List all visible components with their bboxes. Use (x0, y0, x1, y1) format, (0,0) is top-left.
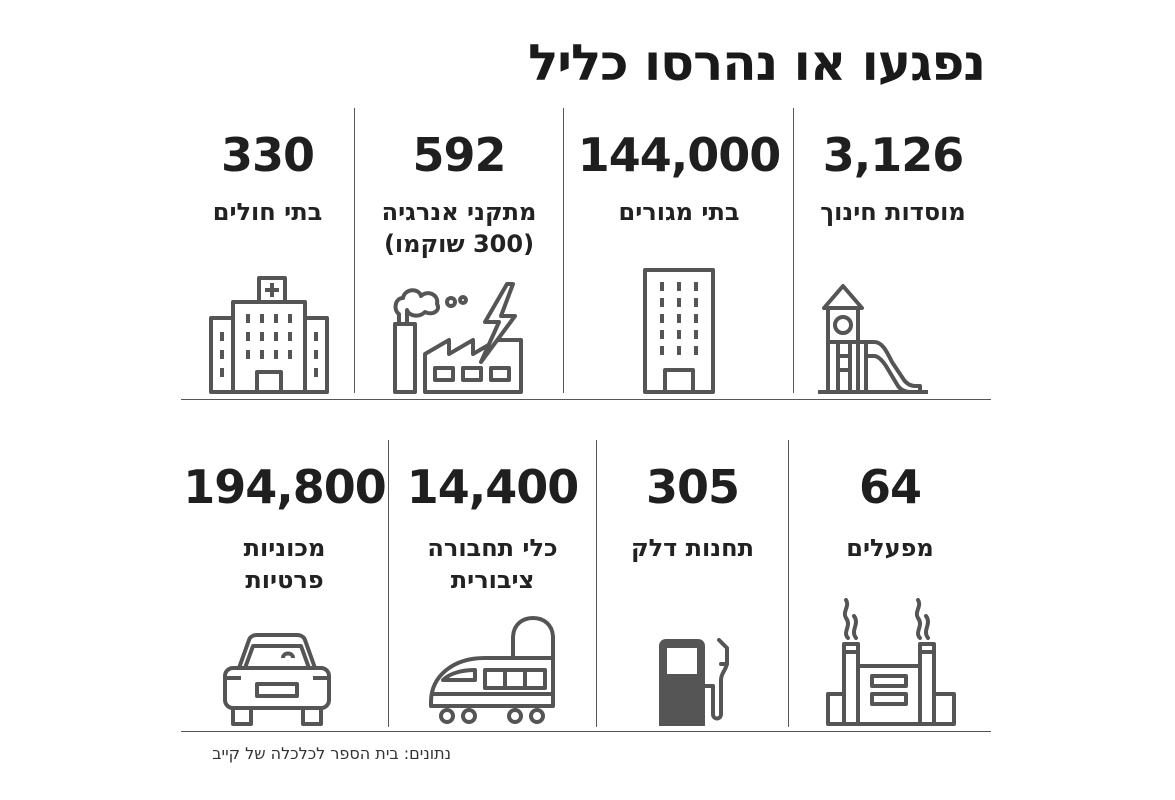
stat-label: תחנות דלק (630, 534, 755, 562)
stat-label-line2: פרטיות (245, 566, 324, 594)
stat-value: 330 (220, 128, 315, 182)
stat-label: מפעלים (846, 534, 934, 562)
stat-value: 3,126 (822, 128, 965, 182)
row-divider (181, 731, 991, 732)
divider (596, 440, 597, 727)
stat-value: 592 (412, 128, 506, 182)
stat-label-note: (300 שוקמו) (383, 230, 535, 258)
stat-label-line2: ציבורית (450, 566, 535, 594)
stat-value: 14,400 (406, 460, 580, 514)
stat-fuel-stations: 305 תחנות דלק (597, 440, 788, 730)
stat-label: בתי חולים (212, 198, 323, 226)
stat-education: 3,126 מוסדות חינוך (795, 108, 991, 398)
train-icon (429, 616, 555, 724)
stat-label: כלי תחבורה (427, 534, 558, 562)
hospital-icon (209, 276, 329, 394)
power-plant-icon (393, 282, 523, 394)
stat-value: 64 (858, 460, 922, 514)
fuel-pump-icon (659, 638, 729, 726)
page-title: נפגעו או נהרסו כליל (528, 34, 986, 92)
apartment-building-icon (643, 268, 715, 394)
stat-label: בתי מגורים (618, 198, 740, 226)
divider (354, 108, 355, 393)
stat-value: 144,000 (577, 128, 782, 182)
stat-label: מתקני אנרגיה (381, 198, 537, 226)
stat-value: 194,800 (183, 460, 387, 514)
divider (788, 440, 789, 727)
stat-factories: 64 מפעלים (789, 440, 991, 730)
divider (388, 440, 389, 727)
car-icon (223, 633, 331, 726)
stat-private-cars: 194,800 מכוניות פרטיות (181, 440, 388, 730)
source-note: נתונים: בית הספר לכלכלה של קייב (212, 744, 451, 763)
stat-label: מכוניות (243, 534, 326, 562)
row-divider (181, 399, 991, 400)
stat-residential: 144,000 בתי מגורים (565, 108, 793, 398)
stat-value: 305 (645, 460, 740, 514)
stat-public-transport: 14,400 כלי תחבורה ציבורית (389, 440, 596, 730)
divider (563, 108, 564, 393)
stat-hospitals: 330 בתי חולים (181, 108, 354, 398)
factory-icon (826, 598, 956, 726)
playground-icon (818, 284, 928, 394)
divider (793, 108, 794, 393)
stat-energy: 592 מתקני אנרגיה (300 שוקמו) (355, 108, 563, 398)
stat-label: מוסדות חינוך (820, 198, 966, 226)
